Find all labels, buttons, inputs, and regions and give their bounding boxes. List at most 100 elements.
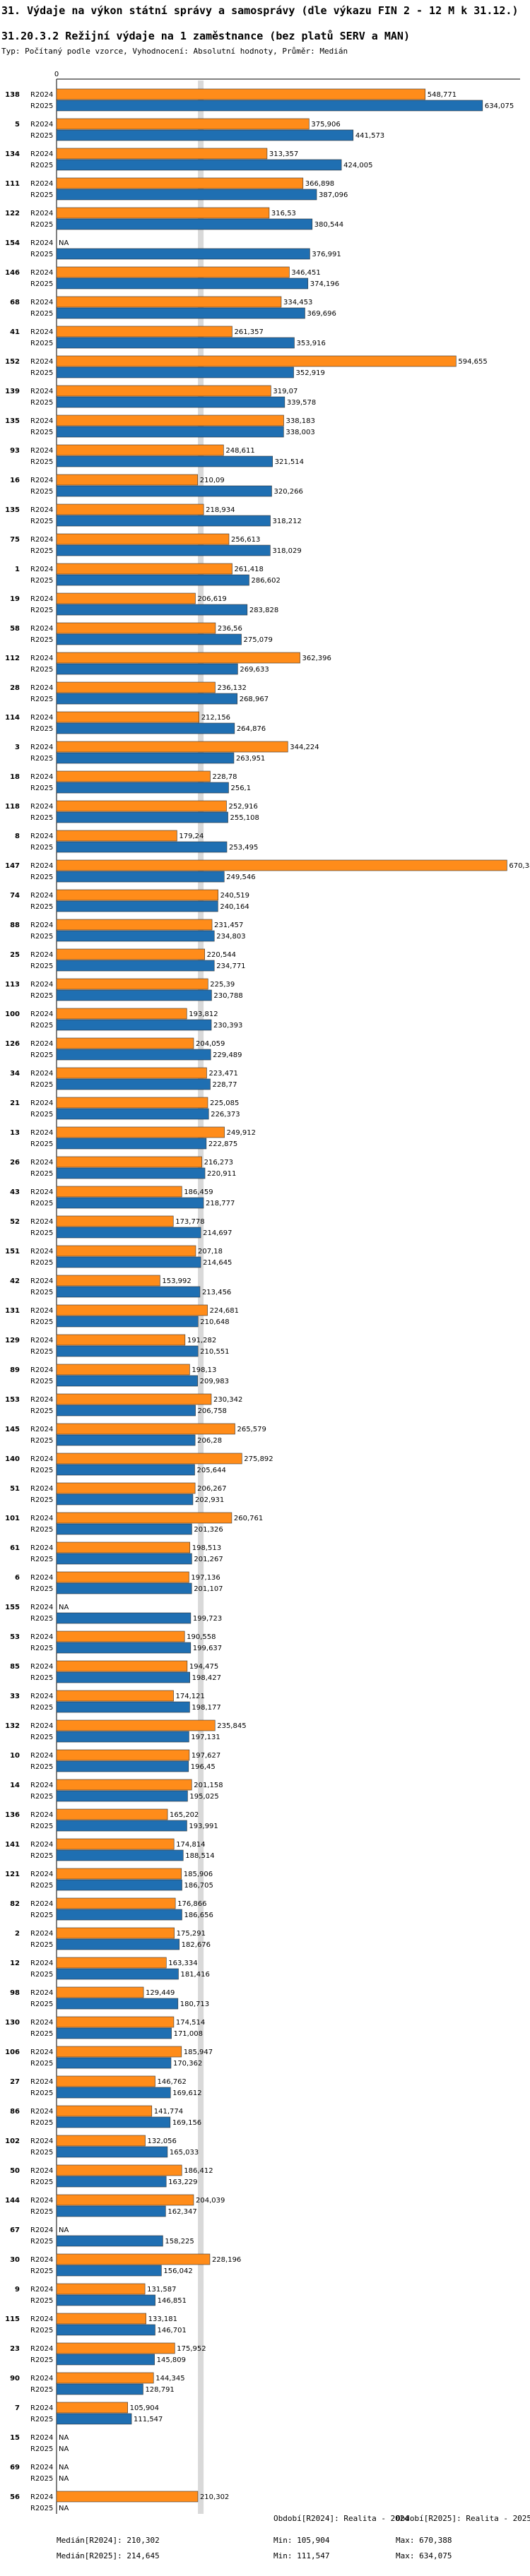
value-label-2024: 252,916: [228, 803, 257, 811]
value-label-2024: 197,136: [191, 1574, 220, 1582]
bar-2024: [56, 1660, 188, 1672]
unit-label: 43: [10, 1188, 20, 1196]
unit-label: 152: [5, 358, 20, 366]
series-label-2024: R2024: [30, 2197, 53, 2205]
value-label-2025: 182,676: [182, 1941, 211, 1949]
bar-2024: [56, 1512, 232, 1524]
series-label-2025: R2025: [30, 785, 53, 792]
series-label-2024: R2024: [30, 328, 53, 336]
bar-2025: [56, 663, 238, 675]
value-label-2025: 424,005: [343, 162, 372, 169]
value-label-2024: 133,181: [148, 2315, 177, 2323]
series-label-2024: R2024: [30, 150, 53, 158]
bar-2024: [56, 1097, 208, 1109]
unit-label: 141: [5, 1841, 20, 1849]
max-2024: Max: 670,388: [396, 2536, 452, 2545]
bar-2025: [56, 1998, 179, 2010]
value-label-2025: 256,1: [230, 785, 251, 792]
unit-label: 100: [5, 1010, 20, 1018]
bar-2025: [56, 2383, 143, 2395]
series-label-2024: R2024: [30, 2464, 53, 2471]
bar-2025: [56, 396, 285, 408]
unit-label: 101: [5, 1515, 20, 1522]
series-label-2024: R2024: [30, 1099, 53, 1107]
value-label-2024: 265,579: [237, 1426, 266, 1433]
value-label-2025: 249,546: [226, 873, 255, 881]
series-label-2025: R2025: [30, 1763, 53, 1771]
value-label-2024: 313,357: [269, 150, 298, 158]
value-label-2025: 145,809: [157, 2356, 186, 2364]
bar-2024: [56, 2253, 211, 2265]
bar-2025: [56, 1138, 207, 1150]
bar-2025: [56, 1790, 188, 1802]
bar-2025: [56, 930, 215, 942]
unit-label: 122: [5, 210, 20, 217]
series-label-2025: R2025: [30, 1378, 53, 1385]
bar-2025: [56, 1760, 189, 1772]
series-label-2024: R2024: [30, 862, 53, 870]
value-label-2024: 218,934: [206, 506, 235, 514]
bar-2025: [56, 1849, 184, 1861]
series-label-2025: R2025: [30, 280, 53, 288]
series-label-2025: R2025: [30, 1645, 53, 1652]
unit-label: 102: [5, 2137, 20, 2145]
value-label-2024: 179,24: [179, 833, 204, 840]
bar-2024: [56, 1986, 144, 1998]
bar-2025: [56, 1434, 196, 1446]
value-label-2024: 236,132: [217, 684, 246, 692]
bar-2025: [56, 307, 305, 319]
unit-label: 5: [15, 121, 20, 129]
series-label-2024: R2024: [30, 506, 53, 514]
series-label-2024: R2024: [30, 1277, 53, 1285]
value-label-2025: 275,079: [244, 636, 273, 644]
bar-2024: [56, 1897, 176, 1909]
legend-2025: Období[R2025]: Realita - 2025: [396, 2514, 530, 2523]
bar-2024: [56, 1779, 192, 1791]
unit-label: 69: [10, 2464, 20, 2471]
value-label-2025: 240,164: [220, 903, 249, 911]
value-label-2024: 174,814: [176, 1841, 205, 1849]
unit-label: 147: [5, 862, 20, 870]
series-label-2024: R2024: [30, 655, 53, 662]
unit-label: 34: [10, 1070, 20, 1078]
unit-label: 85: [10, 1663, 20, 1671]
series-label-2024: R2024: [30, 2315, 53, 2323]
value-label-2024: 366,898: [305, 180, 334, 188]
bar-2025: [56, 2027, 172, 2039]
na-label-2024: NA: [59, 1604, 69, 1611]
bar-2025: [56, 426, 284, 438]
bar-2024: [56, 622, 216, 634]
bar-2025: [56, 693, 238, 705]
bar-2025: [56, 811, 228, 823]
value-label-2024: 210,302: [200, 2493, 229, 2501]
value-label-2025: 206,28: [197, 1437, 222, 1445]
value-label-2025: 253,495: [229, 844, 258, 852]
series-label-2024: R2024: [30, 91, 53, 99]
bar-2024: [56, 741, 288, 753]
bar-2024: [56, 1630, 185, 1642]
series-label-2025: R2025: [30, 310, 53, 318]
value-label-2025: 209,983: [200, 1378, 229, 1385]
value-label-2024: 204,059: [196, 1040, 225, 1048]
series-label-2025: R2025: [30, 488, 53, 496]
bar-2024: [56, 118, 310, 130]
series-label-2025: R2025: [30, 369, 53, 377]
bar-2024: [56, 1719, 216, 1731]
series-label-2025: R2025: [30, 399, 53, 407]
bar-2024: [56, 415, 284, 427]
value-label-2025: 263,951: [236, 755, 265, 763]
bar-2024: [56, 88, 426, 100]
series-label-2025: R2025: [30, 1704, 53, 1712]
series-label-2025: R2025: [30, 2445, 53, 2453]
na-label-2024: NA: [59, 2464, 69, 2471]
unit-label: 89: [10, 1366, 20, 1374]
unit-label: 61: [10, 1544, 20, 1552]
value-label-2025: 269,633: [240, 666, 269, 674]
bar-2024: [56, 1008, 187, 1020]
series-label-2025: R2025: [30, 221, 53, 229]
value-label-2024: 146,762: [158, 2078, 187, 2086]
value-label-2025: 169,156: [172, 2119, 201, 2127]
series-label-2025: R2025: [30, 903, 53, 911]
value-label-2025: 210,551: [200, 1348, 229, 1356]
bar-2025: [56, 1108, 209, 1120]
